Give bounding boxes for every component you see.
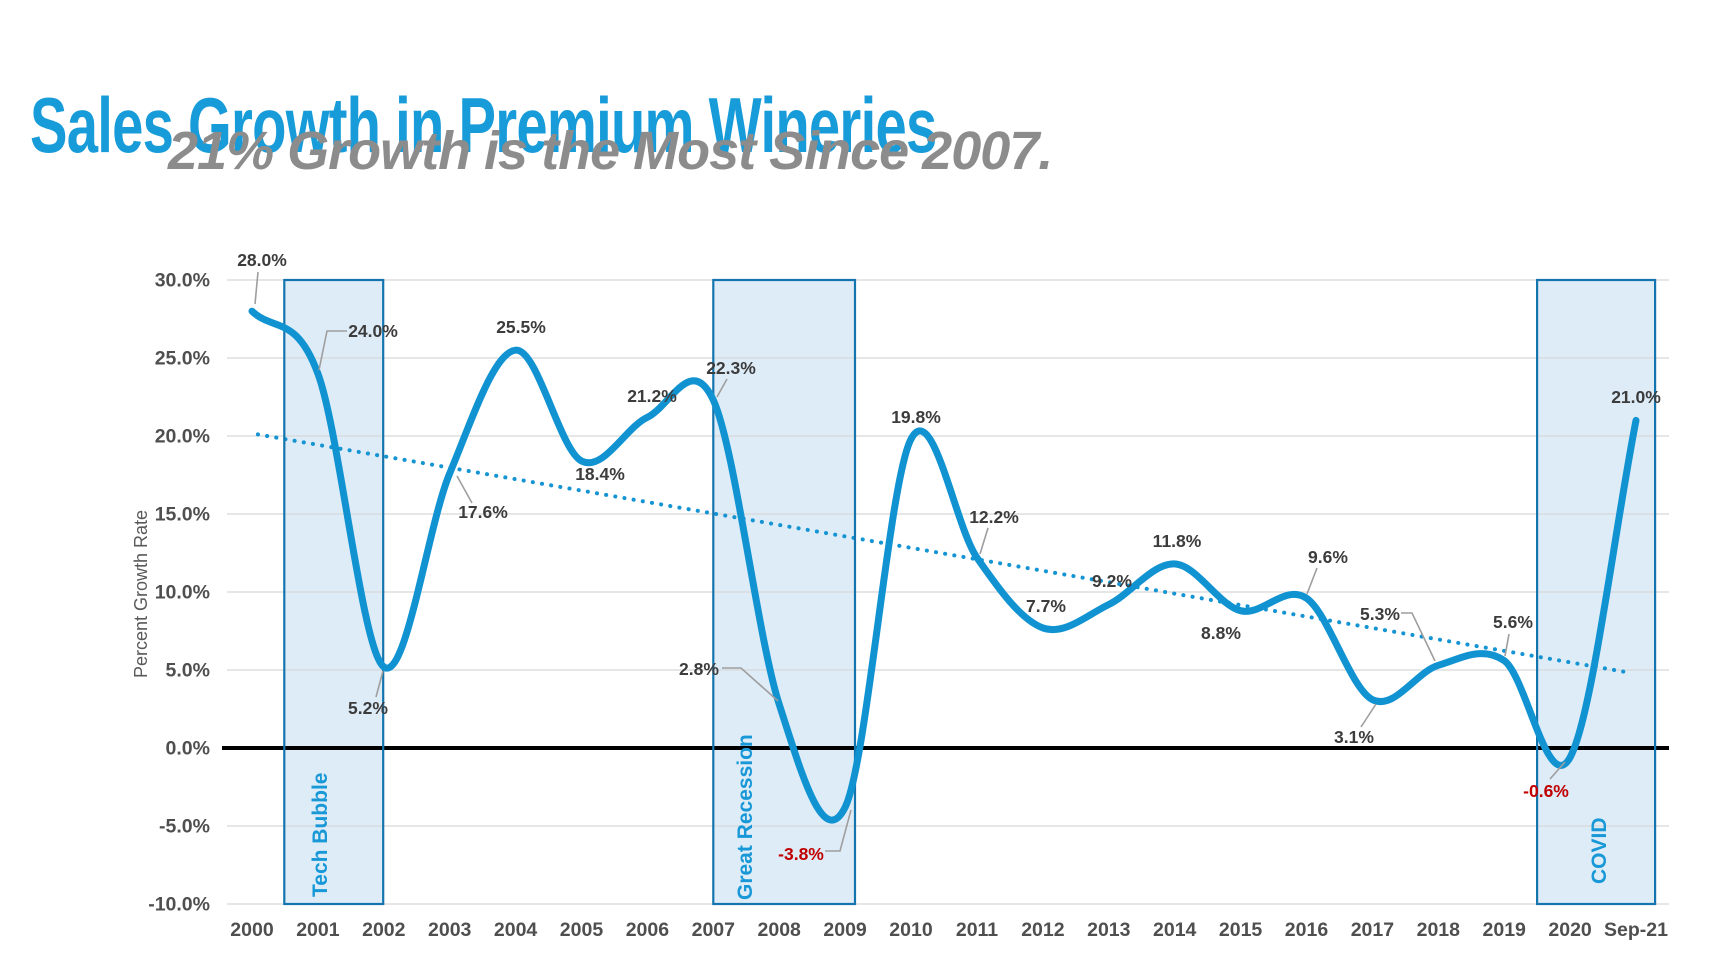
x-tick-label: 2016 (1285, 919, 1329, 941)
data-label: 9.2% (1092, 571, 1132, 591)
leader-line (1549, 761, 1566, 780)
y-tick-label: 5.0% (166, 660, 210, 682)
data-label: 5.2% (348, 698, 388, 718)
band-border (1535, 278, 1657, 906)
data-label: 28.0% (237, 250, 287, 270)
x-tick-label: 2005 (560, 919, 604, 941)
x-tick-label: 2019 (1483, 919, 1527, 941)
leader-line (722, 667, 779, 702)
x-tick-label: 2012 (1021, 919, 1065, 941)
growth-rate-curve (248, 307, 1640, 824)
y-tick-label: 30.0% (155, 270, 210, 292)
y-axis-title: Percent Growth Rate (131, 510, 151, 678)
y-tick-label: 15.0% (155, 504, 210, 526)
recession-band-labels: Tech Bubble Great Recession COVID (309, 734, 1611, 900)
label-leader-lines (254, 271, 1566, 852)
x-tick-label: 2011 (956, 919, 998, 941)
data-label: 19.8% (891, 407, 941, 427)
page-title: Sales Growth in Premium Wineries (30, 81, 937, 170)
data-label: 24.0% (348, 321, 398, 341)
data-label: 3.1% (1334, 727, 1374, 747)
data-label: 5.6% (1493, 612, 1533, 632)
data-label: 22.3% (706, 358, 756, 378)
x-axis-tick-labels: 2000 2001 2002 2003 2004 2005 2006 2007 2008 2009… (230, 919, 1668, 941)
leader-line (318, 330, 347, 371)
data-label: -3.8% (778, 844, 824, 864)
band-border (283, 278, 385, 906)
data-labels: 28.0% 24.0% 5.2% 17.6% 25.5% 18.4% 21.2% 22.3% 2… (237, 250, 1661, 864)
data-label: 18.4% (575, 464, 625, 484)
band-label: Great Recession (734, 734, 757, 900)
leader-line (1504, 633, 1510, 657)
gridlines (227, 279, 1669, 905)
data-label: 8.8% (1201, 623, 1241, 643)
x-tick-label: 2020 (1548, 919, 1592, 941)
leader-line (825, 809, 852, 852)
data-label: 21.0% (1611, 387, 1661, 407)
y-tick-label: -10.0% (148, 894, 210, 916)
data-label: 2.8% (679, 659, 719, 679)
data-label: 5.3% (1360, 604, 1400, 624)
band-label: Tech Bubble (309, 773, 332, 897)
leader-line (375, 670, 384, 698)
series-line (248, 307, 1640, 824)
recession-band-borders (283, 278, 1657, 906)
leader-line (456, 475, 473, 504)
y-tick-label: 20.0% (155, 426, 210, 448)
y-tick-label: 0.0% (166, 738, 210, 760)
x-tick-label: 2007 (692, 919, 735, 941)
leader-line (1306, 567, 1318, 595)
x-tick-label: 2014 (1153, 919, 1197, 941)
y-tick-label: 25.0% (155, 348, 210, 370)
x-tick-label: 2008 (758, 919, 802, 941)
x-tick-label: 2015 (1219, 919, 1263, 941)
trendline (255, 432, 1635, 676)
leader-line (1401, 612, 1436, 662)
x-tick-label: 2004 (494, 919, 538, 941)
x-tick-label: 2010 (889, 919, 933, 941)
x-tick-label: 2003 (428, 919, 472, 941)
leader-line (254, 271, 259, 305)
x-tick-label: 2017 (1351, 919, 1394, 941)
leader-line (716, 378, 728, 398)
x-tick-label: 2018 (1417, 919, 1461, 941)
x-tick-label: 2000 (230, 919, 274, 941)
y-tick-label: -5.0% (159, 816, 210, 838)
data-label: 21.2% (627, 386, 677, 406)
x-tick-label: 2009 (823, 919, 867, 941)
data-label: 17.6% (458, 502, 508, 522)
data-label: 11.8% (1153, 531, 1202, 551)
page-subtitle: 21% Growth is the Most Since 2007. (168, 121, 1053, 181)
band-border (712, 278, 857, 906)
band-label: COVID (1588, 817, 1611, 884)
trendline-dotted (255, 432, 1635, 676)
data-label: 7.7% (1026, 596, 1066, 616)
data-label: 12.2% (969, 507, 1019, 527)
leader-line (979, 527, 989, 555)
x-tick-label: 2002 (362, 919, 406, 941)
y-tick-label: 10.0% (155, 582, 210, 604)
data-label: 9.6% (1308, 547, 1348, 567)
x-tick-label: 2006 (626, 919, 670, 941)
data-label: 25.5% (496, 317, 546, 337)
data-label: -0.6% (1523, 781, 1569, 801)
x-tick-label: 2001 (296, 919, 340, 941)
x-tick-label: 2013 (1087, 919, 1131, 941)
y-axis-tick-labels: 30.0% 25.0% 20.0% 15.0% 10.0% 5.0% 0.0% -5.0% -1… (148, 270, 210, 916)
x-tick-label: Sep-21 (1604, 919, 1668, 941)
leader-line (1360, 703, 1377, 728)
